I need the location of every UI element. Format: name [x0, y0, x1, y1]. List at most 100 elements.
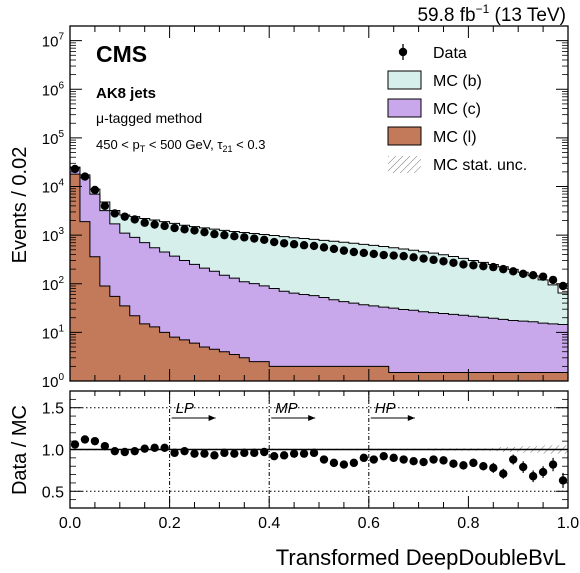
ratio-y-tick-label: 0.5 [42, 484, 64, 501]
data-point [509, 267, 518, 276]
data-point [469, 261, 478, 270]
ratio-point [319, 455, 329, 464]
ratio-point [309, 448, 319, 458]
ratio-point [449, 459, 458, 468]
data-point [190, 226, 199, 235]
wp-arrowhead [308, 415, 316, 421]
ratio-point [399, 455, 408, 464]
data-point [499, 264, 508, 274]
mc-stack [70, 166, 568, 381]
data-point [548, 275, 558, 285]
ratio-point [359, 453, 369, 463]
ratio-point [349, 458, 359, 468]
cms-label: CMS [96, 41, 147, 67]
legend: Data MC (b) MC (c) MC (l) MC stat. unc. [387, 44, 527, 174]
data-point [538, 272, 548, 281]
ratio-point [409, 457, 418, 466]
data-point [140, 218, 149, 227]
ratio-point [509, 455, 518, 464]
legend-mc-l: MC (l) [387, 126, 477, 146]
ratio-point [130, 446, 139, 456]
data-point [150, 220, 159, 229]
legend-mc-c: MC (c) [387, 98, 481, 118]
ratio-point [100, 441, 110, 451]
ratio-point [260, 447, 269, 457]
y-tick-label: 101 [42, 323, 65, 342]
main-y-axis: 100 101 102 103 104 105 106 107 [42, 25, 568, 391]
ratio-y-axis: 0.5 1.0 1.5 [42, 398, 568, 501]
x-tick-label: 0.6 [358, 515, 380, 532]
ratio-point [110, 446, 120, 456]
svg-text:MC (b): MC (b) [433, 73, 482, 90]
data-point [220, 230, 229, 240]
ratio-point [499, 469, 508, 478]
legend-mc-b: MC (b) [387, 70, 482, 90]
x-axis-label: Transformed DeepDoubleBvL [276, 545, 566, 570]
data-point [479, 261, 488, 271]
ratio-point [190, 449, 199, 458]
data-point [349, 247, 359, 257]
data-point [260, 235, 269, 245]
ratio-points [70, 435, 568, 488]
svg-text:MC stat. unc.: MC stat. unc. [433, 157, 527, 174]
ratio-point [250, 448, 259, 458]
ratio-point [528, 472, 538, 481]
ratio-y-tick-label: 1.5 [42, 401, 64, 418]
data-point [70, 164, 80, 174]
y-tick-label: 105 [42, 129, 65, 148]
data-point [250, 234, 259, 243]
ratio-point [548, 460, 558, 469]
ratio-point [160, 443, 169, 453]
wp-arrowhead [208, 415, 216, 421]
working-points: LP MP HP [169, 391, 415, 508]
data-point [459, 260, 468, 269]
selection-label: 450 < pT < 500 GeV, τ21 < 0.3 [96, 137, 265, 154]
ratio-point [419, 457, 428, 467]
data-point [339, 246, 349, 255]
data-point [110, 209, 120, 218]
ratio-point [200, 449, 209, 458]
data-point [279, 239, 289, 248]
ratio-y-label: Data / MC [9, 405, 31, 495]
x-tick-label: 1.0 [557, 515, 579, 532]
data-point [389, 251, 398, 260]
data-point [240, 233, 249, 242]
jets-label: AK8 jets [96, 85, 156, 102]
main-y-label: Events / 0.02 [9, 147, 31, 264]
x-tick-label: 0.8 [457, 515, 479, 532]
ratio-x-axis: 0.0 0.2 0.4 0.6 0.8 1.0 [59, 391, 579, 532]
data-point [289, 240, 299, 249]
ratio-point [389, 453, 398, 463]
data-point [170, 223, 179, 233]
mc-l-area [70, 173, 568, 381]
data-point [309, 241, 319, 251]
ratio-point [489, 463, 498, 473]
wp-label: LP [176, 400, 194, 417]
data-point [359, 248, 369, 258]
y-tick-label: 100 [42, 372, 65, 391]
data-point [379, 250, 388, 260]
y-tick-label: 104 [42, 178, 65, 197]
legend-data: Data [398, 44, 467, 62]
ratio-point [90, 436, 100, 446]
data-point [100, 201, 110, 211]
data-point [439, 257, 448, 266]
data-point [90, 185, 100, 195]
data-point [409, 253, 418, 262]
ratio-point [538, 467, 548, 477]
ratio-point [279, 451, 289, 460]
ratio-point [80, 435, 90, 444]
data-point [160, 221, 169, 231]
data-point [528, 270, 538, 280]
data-point [399, 251, 408, 261]
data-point [200, 227, 209, 237]
data-point [180, 225, 189, 234]
ratio-point [140, 444, 149, 453]
lumi-label: 59.8 fb−1 (13 TeV) [417, 2, 566, 26]
y-tick-label: 107 [42, 32, 65, 51]
ratio-point [150, 443, 159, 453]
ratio-point [230, 449, 239, 458]
data-points [70, 164, 568, 291]
wp-arrowhead [407, 415, 415, 421]
